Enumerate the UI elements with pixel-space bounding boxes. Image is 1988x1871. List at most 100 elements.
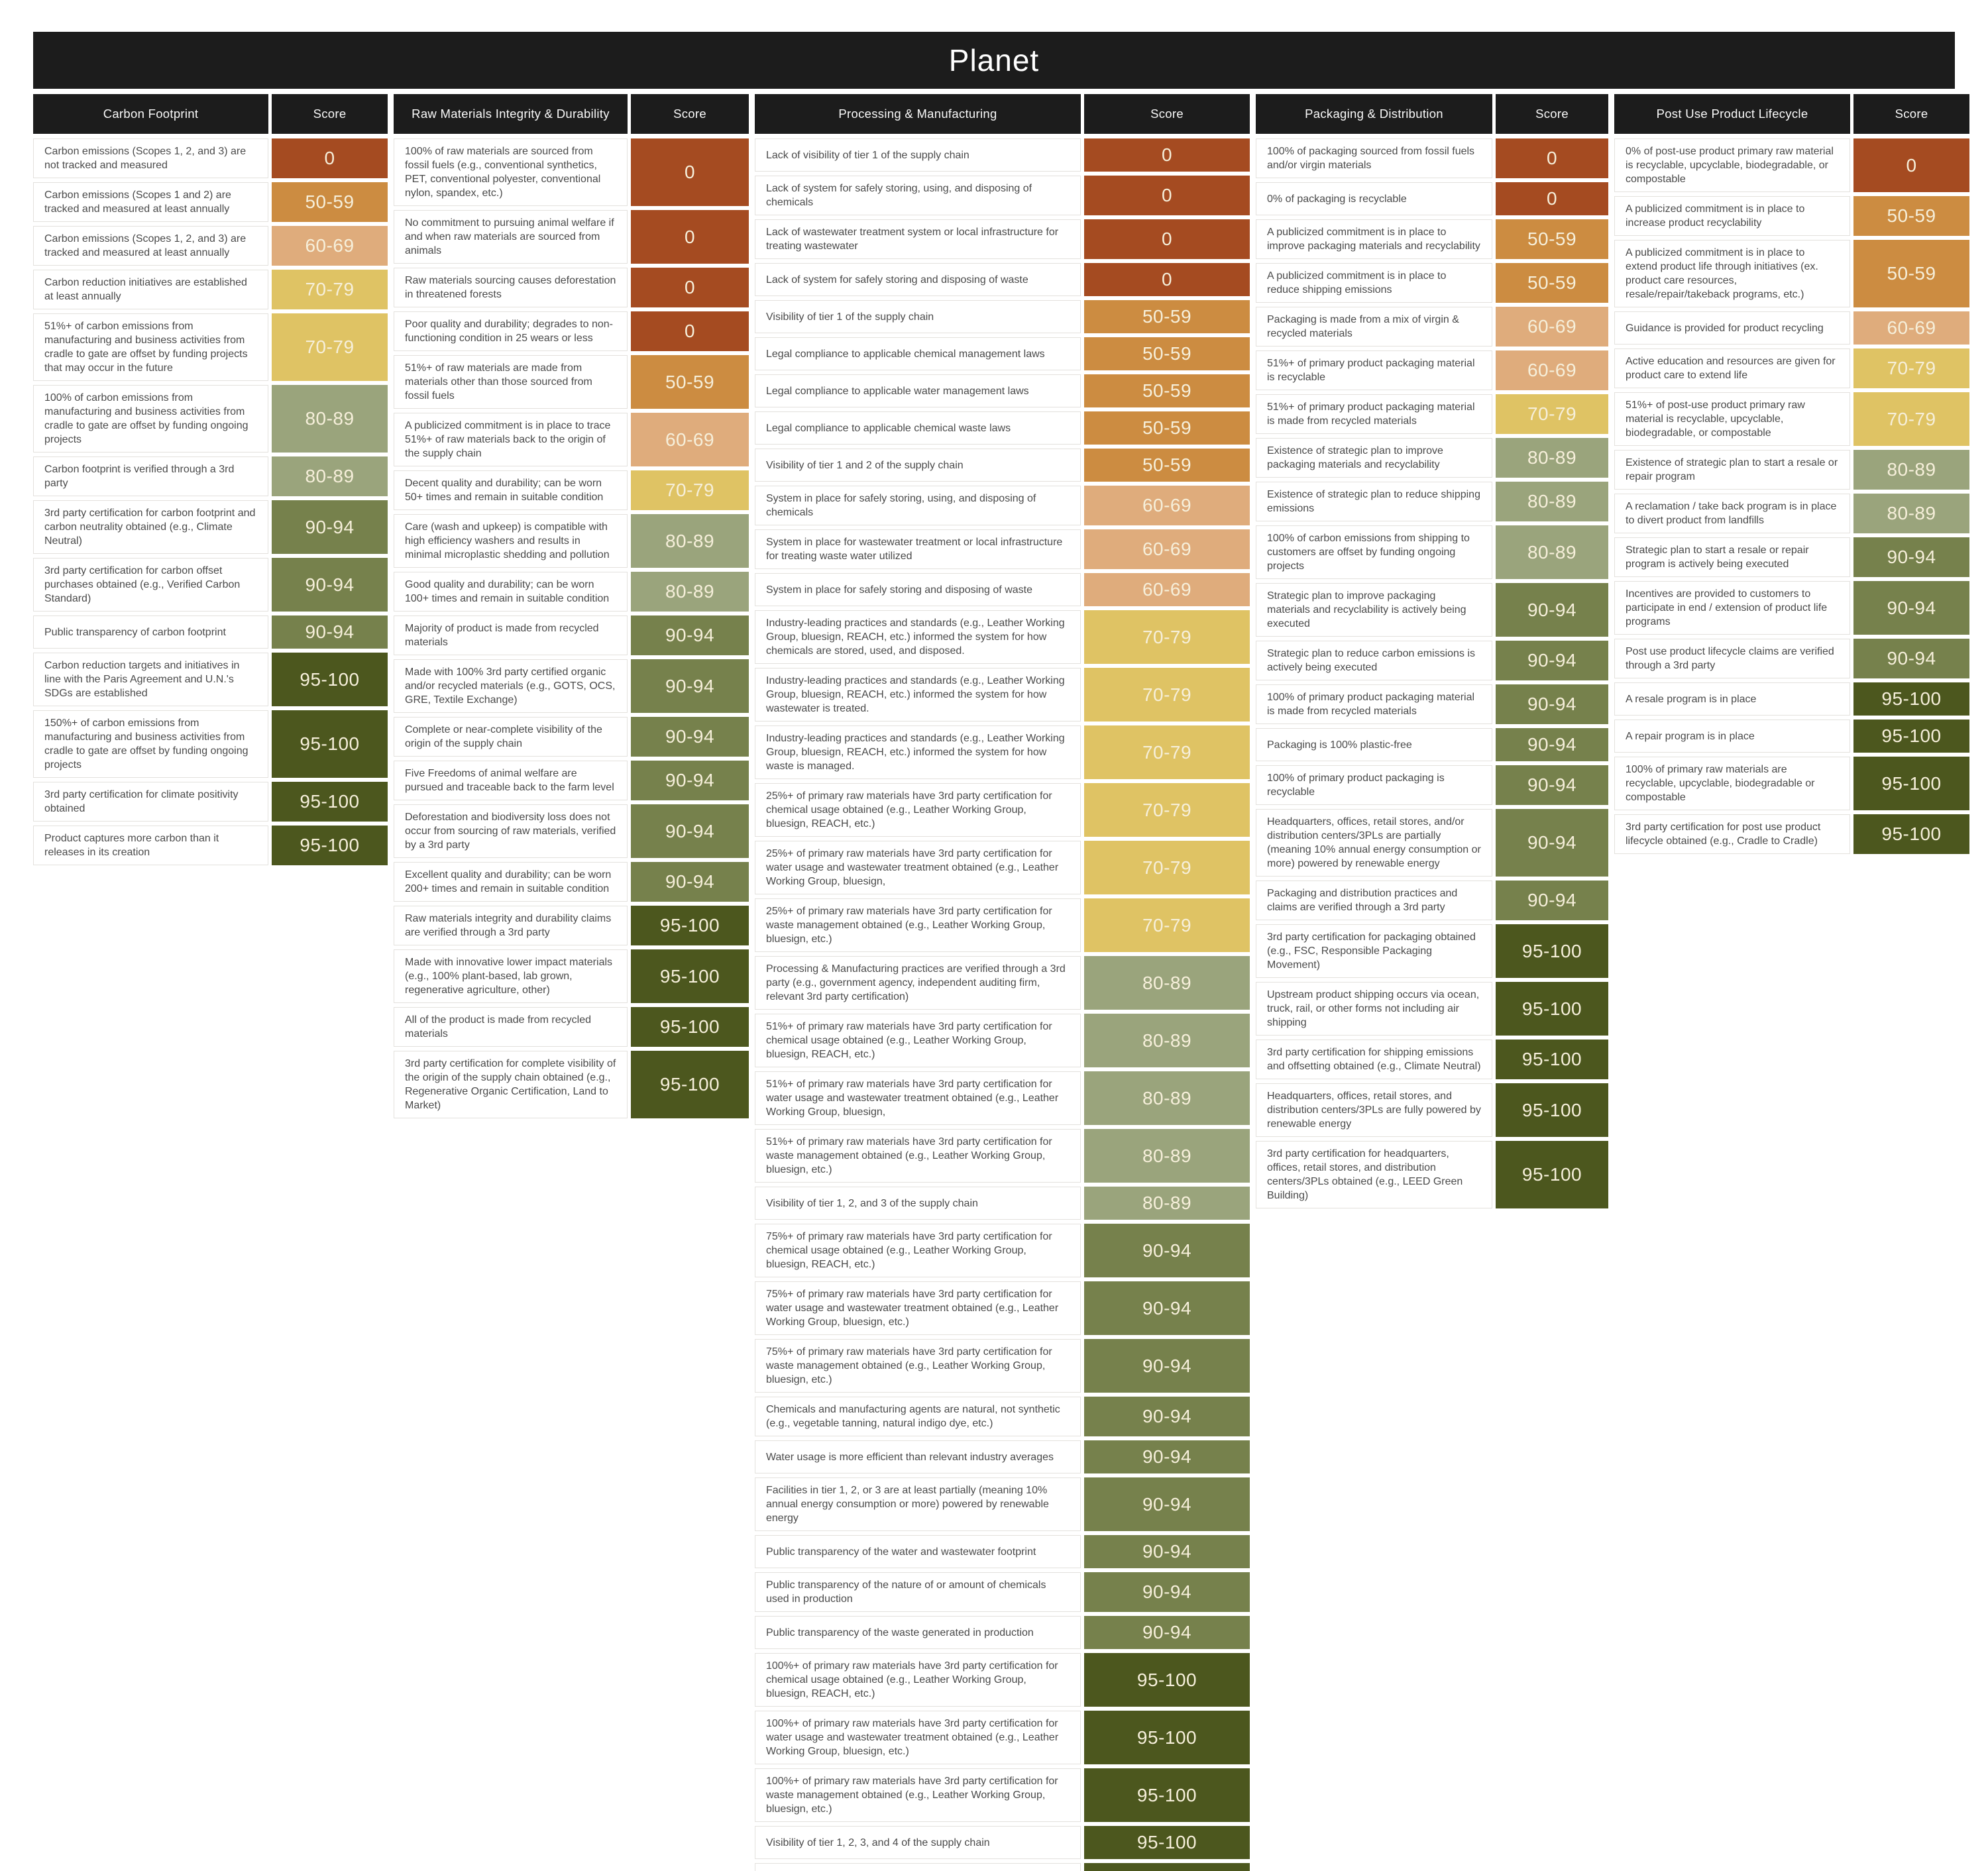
criteria-row: 3rd party certification for climate posi… (33, 782, 388, 822)
criteria-text: 100% of carbon emissions from shipping t… (1256, 525, 1492, 579)
criteria-row: Majority of product is made from recycle… (394, 615, 749, 655)
criteria-text: Lack of wastewater treatment system or l… (755, 219, 1081, 259)
criteria-row: A publicized commitment is in place to t… (394, 413, 749, 466)
criteria-text: Made with innovative lower impact materi… (394, 949, 628, 1003)
criteria-row: Headquarters, offices, retail stores, an… (1256, 1083, 1608, 1137)
criteria-text: 3rd party certification for post use pro… (1614, 814, 1850, 854)
criteria-text: Made with 100% 3rd party certified organ… (394, 659, 628, 713)
criteria-row: Incentives are provided to customers to … (1614, 581, 1969, 635)
score-badge: 50-59 (1084, 300, 1250, 333)
score-badge: 50-59 (1853, 240, 1969, 307)
criteria-text: Packaging is 100% plastic-free (1256, 728, 1492, 761)
criteria-row: Lack of wastewater treatment system or l… (755, 219, 1250, 259)
criteria-row: 100% of raw materials are sourced from f… (394, 138, 749, 206)
criteria-row: Public transparency of the water and was… (755, 1535, 1250, 1568)
score-badge: 70-79 (1084, 725, 1250, 779)
score-badge: 90-94 (1496, 583, 1608, 637)
score-badge: 70-79 (1084, 841, 1250, 894)
category-header-row: Packaging & Distribution Score (1256, 94, 1608, 134)
criteria-text: 51%+ of primary raw materials have 3rd p… (755, 1014, 1081, 1067)
criteria-text: 3rd party certification for complete vis… (394, 1051, 628, 1118)
criteria-row: 75%+ of primary raw materials have 3rd p… (755, 1339, 1250, 1393)
criteria-text: 3rd party certification for packaging ob… (1256, 924, 1492, 978)
criteria-row: Raw materials sourcing causes deforestat… (394, 268, 749, 307)
criteria-row: 100% of carbon emissions from manufactur… (33, 385, 388, 453)
criteria-text: Existence of strategic plan to start a r… (1614, 450, 1850, 490)
score-badge: 0 (272, 138, 388, 178)
score-badge: 95-100 (1496, 982, 1608, 1036)
criteria-row: Legal compliance to applicable water man… (755, 374, 1250, 407)
criteria-text: Public transparency of the water and was… (755, 1535, 1081, 1568)
criteria-text: Chemicals and manufacturing agents are n… (755, 1397, 1081, 1436)
score-badge: 50-59 (1496, 219, 1608, 259)
score-header: Score (272, 94, 388, 134)
score-badge: 80-89 (631, 572, 749, 612)
criteria-row: Excellent quality and durability; can be… (394, 862, 749, 902)
criteria-text: Legal compliance to applicable chemical … (755, 411, 1081, 445)
criteria-text: Strategic plan to improve packaging mate… (1256, 583, 1492, 637)
score-badge: 60-69 (1084, 573, 1250, 606)
score-badge: 70-79 (272, 313, 388, 381)
criteria-row: Public transparency of carbon footprint … (33, 615, 388, 649)
score-badge: 50-59 (1084, 449, 1250, 482)
category-header: Packaging & Distribution (1256, 94, 1492, 134)
criteria-row: Industry-leading practices and standards… (755, 610, 1250, 664)
criteria-row: All of the product is made from recycled… (394, 1007, 749, 1047)
score-badge: 0 (1084, 219, 1250, 259)
score-badge: 95-100 (1496, 924, 1608, 978)
criteria-text: A resale program is in place (1614, 682, 1850, 716)
score-badge: 90-94 (1084, 1339, 1250, 1393)
score-badge: 80-89 (1496, 525, 1608, 579)
category-column-carbon-footprint: Carbon Footprint Score Carbon emissions … (33, 94, 388, 869)
score-badge: 0 (1084, 176, 1250, 215)
score-badge: 50-59 (1853, 196, 1969, 236)
criteria-text: 100% of carbon emissions from manufactur… (33, 385, 268, 453)
category-column-processing-manufacturing: Processing & Manufacturing Score Lack of… (755, 94, 1250, 1871)
criteria-row: 3rd party certification for carbon footp… (33, 500, 388, 554)
criteria-row: A publicized commitment is in place to i… (1614, 196, 1969, 236)
criteria-text: 3rd party certification for headquarters… (1256, 1141, 1492, 1208)
criteria-row: 3rd party certification for complete vis… (394, 1051, 749, 1118)
criteria-text: A publicized commitment is in place to i… (1614, 196, 1850, 236)
criteria-text: Post use product lifecycle claims are ve… (1614, 639, 1850, 678)
score-badge: 95-100 (1496, 1083, 1608, 1137)
criteria-text: Carbon emissions (Scopes 1 and 2) are tr… (33, 182, 268, 222)
criteria-row: 100% of packaging sourced from fossil fu… (1256, 138, 1608, 178)
score-badge: 60-69 (1496, 307, 1608, 347)
score-badge: 95-100 (1084, 1653, 1250, 1707)
score-badge: 90-94 (1084, 1281, 1250, 1335)
criteria-text: Deforestation and biodiversity loss does… (394, 804, 628, 858)
criteria-row: 3rd party certification for carbon offse… (33, 558, 388, 612)
criteria-row: Good quality and durability; can be worn… (394, 572, 749, 612)
criteria-row: 51%+ of primary raw materials have 3rd p… (755, 1129, 1250, 1183)
criteria-row: 100%+ of primary raw materials have 3rd … (755, 1653, 1250, 1707)
score-badge: 0 (1084, 138, 1250, 172)
score-badge: 50-59 (1496, 263, 1608, 303)
score-badge: 70-79 (272, 270, 388, 309)
criteria-text: Product captures more carbon than it rel… (33, 826, 268, 865)
criteria-text: Visibility of tier 1, 2, 3, and 4 of the… (755, 1826, 1081, 1859)
criteria-row: Upstream product shipping occurs via oce… (1256, 982, 1608, 1036)
criteria-text: Headquarters, offices, retail stores, an… (1256, 809, 1492, 877)
criteria-row: Visibility of tier 1 of the supply chain… (755, 300, 1250, 333)
criteria-row: Five Freedoms of animal welfare are purs… (394, 761, 749, 800)
score-badge: 50-59 (272, 182, 388, 222)
score-badge: 90-94 (1084, 1572, 1250, 1612)
score-badge: 50-59 (1084, 411, 1250, 445)
criteria-row: Carbon emissions (Scopes 1, 2, and 3) ar… (33, 138, 388, 178)
score-badge: 80-89 (1084, 1187, 1250, 1220)
category-header: Post Use Product Lifecycle (1614, 94, 1850, 134)
criteria-text: 75%+ of primary raw materials have 3rd p… (755, 1224, 1081, 1277)
score-badge: 90-94 (272, 615, 388, 649)
criteria-row: A reclamation / take back program is in … (1614, 494, 1969, 533)
criteria-text: 51%+ of primary raw materials have 3rd p… (755, 1071, 1081, 1125)
score-badge: 90-94 (1084, 1477, 1250, 1531)
criteria-text: Legal compliance to applicable chemical … (755, 337, 1081, 370)
category-header: Raw Materials Integrity & Durability (394, 94, 628, 134)
criteria-row: Facilities in tier 1, 2, or 3 are at lea… (755, 1477, 1250, 1531)
criteria-row: Carbon reduction targets and initiatives… (33, 653, 388, 706)
criteria-rows: 100% of packaging sourced from fossil fu… (1256, 138, 1608, 1212)
criteria-row: 51%+ of primary product packaging materi… (1256, 350, 1608, 390)
criteria-text: Raw materials sourcing causes deforestat… (394, 268, 628, 307)
criteria-text: 0% of packaging is recyclable (1256, 182, 1492, 215)
